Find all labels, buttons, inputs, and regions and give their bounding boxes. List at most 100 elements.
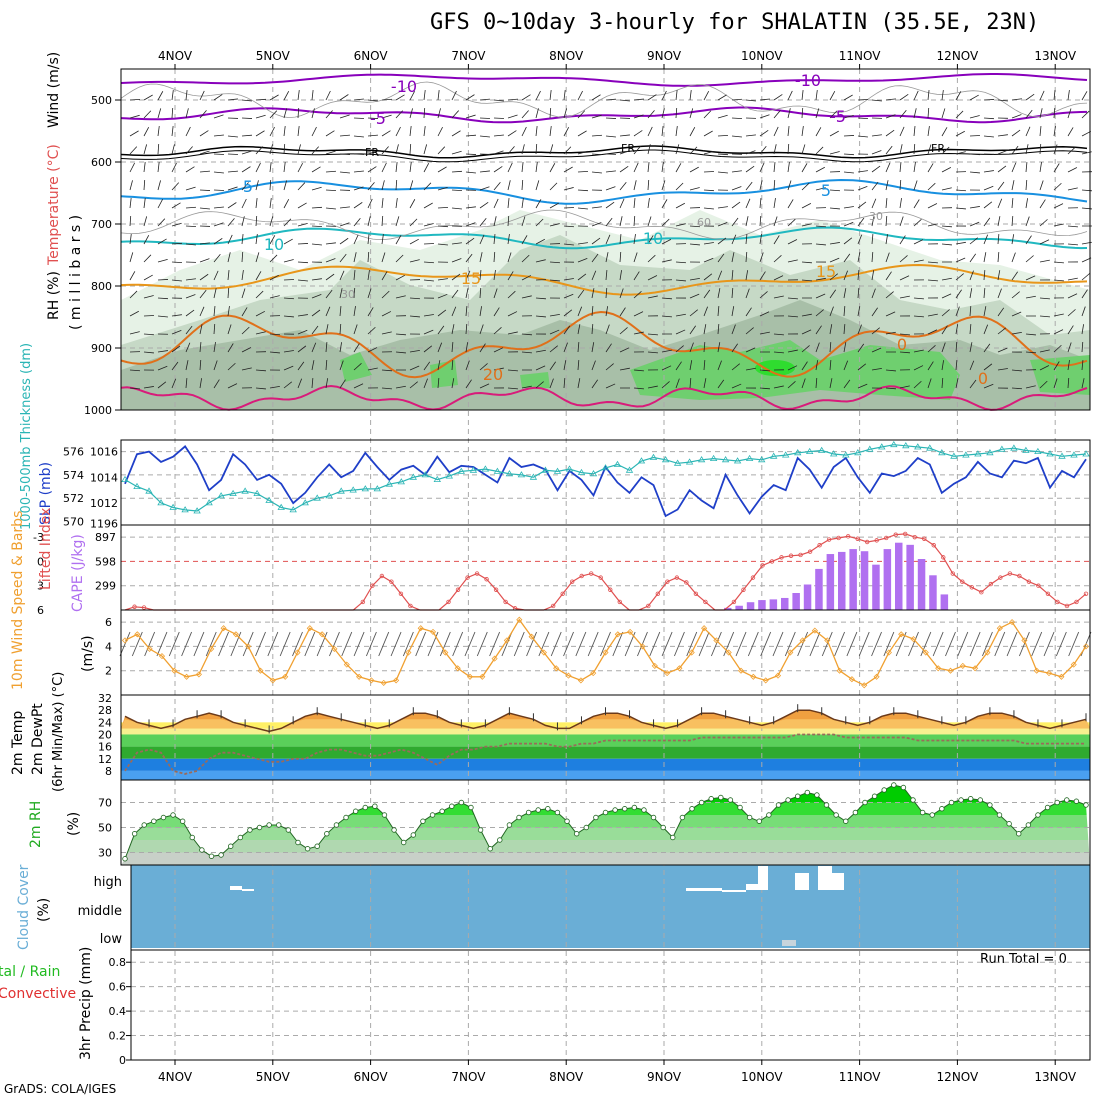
wind-barb	[801, 203, 812, 209]
thickness-point	[878, 443, 886, 450]
ytick-temp: 8	[105, 765, 112, 778]
wind-barb	[773, 275, 784, 281]
wind-barb	[801, 223, 812, 227]
wind-barb	[885, 145, 893, 155]
wind-barb	[703, 207, 714, 210]
wind-barb	[297, 144, 301, 155]
wind-barb	[437, 278, 448, 281]
wind-barb	[759, 271, 766, 281]
ytick-pressure: 700	[91, 218, 112, 231]
wind-barb	[1039, 143, 1042, 155]
wind-barb	[269, 162, 272, 173]
wind-barb	[199, 342, 202, 353]
wind-speed-point	[195, 671, 202, 678]
wind-barb	[171, 261, 183, 264]
wind-barb	[339, 206, 350, 209]
wind-barb	[143, 386, 154, 389]
wind-barb	[283, 350, 294, 353]
wind-barb	[269, 254, 278, 263]
wind-barb	[983, 217, 991, 227]
wind-barb-10m	[131, 631, 143, 657]
wind-barb	[157, 350, 168, 353]
wind-barb	[745, 367, 756, 371]
wind-barb	[1025, 126, 1031, 137]
wind-barb-10m	[538, 631, 550, 657]
wind-barb	[647, 110, 655, 119]
wind-barb	[129, 387, 140, 390]
wind-barb	[941, 293, 952, 299]
ytick-cape: 598	[95, 555, 116, 568]
wind-barb	[801, 345, 810, 353]
wind-barb	[1067, 167, 1078, 173]
wind-speed-point	[898, 631, 905, 638]
wind-barb	[787, 365, 798, 371]
wind-barb	[731, 287, 734, 299]
wind-barb	[885, 291, 894, 299]
ytick-slp: 1016	[90, 446, 118, 459]
wind-barb	[255, 234, 258, 245]
wind-barb	[563, 325, 571, 335]
rh-point	[900, 784, 907, 791]
rh-point	[439, 808, 445, 814]
lifted-index-point	[455, 587, 461, 592]
thickness-point	[926, 444, 934, 451]
cape-bar	[906, 544, 914, 610]
wind-barb	[493, 134, 504, 137]
wind-barb	[157, 258, 168, 263]
wind-barb	[577, 90, 583, 101]
wind-barb	[689, 293, 700, 299]
ylabel-temperature: Temperature (°C)	[46, 144, 62, 266]
wind-barb	[507, 234, 510, 245]
wind-barb	[577, 360, 580, 371]
thickness-point	[854, 449, 862, 456]
wind-barb	[157, 180, 161, 191]
wind-barb	[465, 222, 476, 227]
wind-speed-point	[836, 667, 843, 674]
ytick-wind: 6	[105, 616, 112, 629]
rh-point	[814, 792, 820, 798]
wind-barb-10m	[476, 631, 488, 657]
wind-barb	[857, 270, 860, 281]
wind-barb	[759, 331, 770, 335]
wind-barb	[871, 165, 881, 173]
wind-barb	[1039, 90, 1045, 101]
wind-barb	[563, 225, 575, 228]
wind-barb	[983, 324, 989, 335]
thickness-point	[133, 482, 141, 490]
wind-speed-point	[257, 667, 264, 674]
wind-barb	[1053, 144, 1058, 155]
lifted-index-point	[1064, 603, 1070, 609]
wind-barb	[213, 134, 224, 137]
wind-barb	[241, 134, 253, 137]
wind-speed-point	[171, 667, 178, 674]
wind-barb	[871, 150, 882, 155]
wind-barb	[465, 114, 476, 119]
wind-barb	[451, 170, 463, 173]
ytick-pressure: 900	[91, 342, 112, 355]
wind-barb	[1053, 344, 1062, 353]
thickness-point	[409, 473, 418, 480]
wind-barb	[815, 309, 824, 317]
wind-barb	[619, 216, 623, 227]
cloud-gap	[722, 890, 746, 892]
wind-barb	[423, 90, 426, 101]
ylabel-lifted-index: Lifted Index	[38, 508, 54, 590]
wind-barb	[311, 146, 320, 155]
rh-point	[314, 843, 320, 849]
wind-barb	[297, 279, 308, 282]
temp-color-band	[121, 770, 1090, 780]
wind-speed-point	[762, 677, 769, 684]
rh-point	[996, 812, 1003, 818]
wind-barb	[619, 165, 629, 173]
wind-barb	[479, 135, 490, 138]
wind-barb	[1025, 295, 1036, 299]
wind-barb	[745, 198, 751, 209]
thickness-point	[793, 449, 802, 456]
wind-barb	[465, 153, 477, 155]
wind-barb	[437, 166, 447, 173]
wind-barb	[549, 163, 556, 173]
rh-point	[1054, 799, 1060, 806]
wind-barb	[535, 108, 539, 119]
wind-barb	[409, 126, 412, 137]
wind-barb	[549, 279, 560, 282]
